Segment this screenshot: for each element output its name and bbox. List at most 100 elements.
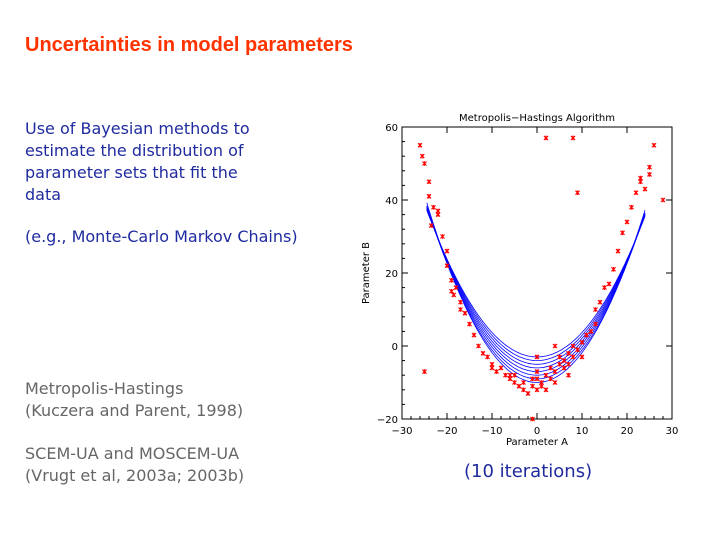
y-tick-label: −20: [377, 415, 398, 426]
sample-point: [570, 343, 576, 349]
sample-points: [417, 135, 666, 422]
sample-point: [629, 204, 634, 210]
x-axis-label: Parameter A: [506, 437, 568, 448]
sample-point: [467, 321, 472, 327]
reference-line: (Vrugt et al, 2003a; 2003b): [25, 466, 245, 485]
sample-point: [440, 234, 445, 239]
sample-point: [431, 204, 436, 210]
x-tick-label: 20: [621, 426, 634, 437]
sample-point: [624, 219, 630, 225]
sample-point: [597, 299, 603, 305]
sample-point: [543, 372, 549, 378]
sample-point: [458, 307, 463, 312]
reference-metropolis: Metropolis-Hastings (Kuczera and Parent,…: [25, 378, 243, 422]
sample-point: [507, 372, 513, 378]
sample-point: [593, 307, 598, 312]
slide-title: Uncertainties in model parameters: [25, 34, 353, 56]
sample-point: [449, 277, 454, 283]
bullet-line: estimate the distribution of: [25, 141, 244, 160]
sample-point: [579, 339, 585, 345]
sample-point: [435, 212, 441, 218]
sample-point: [516, 383, 522, 389]
sample-point: [453, 285, 459, 291]
sample-point: [557, 354, 562, 360]
sample-point: [451, 292, 457, 298]
sample-point: [570, 354, 576, 360]
sample-point: [539, 380, 544, 385]
sample-point: [651, 142, 657, 148]
sample-point: [566, 372, 571, 378]
sample-point: [521, 380, 526, 385]
sample-point: [566, 350, 571, 356]
sample-point: [417, 142, 423, 148]
sample-point: [444, 263, 450, 269]
sample-point: [462, 310, 468, 316]
sample-point: [579, 354, 585, 360]
bullet-line: data: [25, 185, 62, 204]
sample-point: [476, 343, 481, 349]
sample-point: [534, 376, 540, 382]
y-tick-label: 40: [385, 196, 398, 207]
sample-point: [602, 285, 607, 291]
y-tick-label: 20: [385, 269, 398, 280]
sample-point: [633, 190, 639, 196]
sample-point: [647, 172, 652, 177]
model-curve: [426, 207, 646, 369]
reference-scem: SCEM-UA and MOSCEM-UA (Vrugt et al, 2003…: [25, 443, 244, 487]
sample-point: [419, 153, 425, 159]
sample-point: [422, 369, 427, 374]
sample-point: [534, 387, 540, 393]
sample-point: [557, 361, 562, 367]
sample-point: [561, 358, 567, 364]
sample-point: [548, 365, 553, 371]
sample-point: [561, 365, 567, 371]
sample-point: [489, 365, 495, 371]
model-curve: [426, 207, 646, 373]
bullet-line: Use of Bayesian methods to: [25, 119, 250, 138]
x-tick-label: 30: [666, 426, 679, 437]
x-tick-label: 0: [534, 426, 540, 437]
sample-point: [444, 248, 450, 254]
sample-point: [543, 135, 549, 141]
reference-line: SCEM-UA and MOSCEM-UA: [25, 444, 240, 463]
sample-point: [534, 354, 540, 360]
model-curve: [426, 205, 646, 380]
x-tick-label: −20: [436, 426, 457, 437]
sample-point: [575, 347, 580, 353]
sample-point: [449, 288, 454, 294]
model-curve: [426, 210, 646, 358]
sample-point: [534, 369, 540, 374]
sample-point: [485, 354, 490, 360]
sample-point: [426, 193, 432, 199]
sample-point: [570, 135, 576, 141]
sample-point: [480, 350, 486, 356]
model-curve: [426, 206, 646, 376]
x-tick-label: −10: [481, 426, 502, 437]
sample-point: [611, 266, 616, 272]
y-tick-label: 0: [392, 342, 398, 353]
sample-point: [521, 387, 526, 393]
sample-point: [588, 328, 594, 334]
model-curve: [426, 208, 646, 365]
sample-point: [512, 380, 517, 385]
x-tick-label: 10: [576, 426, 589, 437]
sample-point: [525, 391, 531, 396]
sample-point: [593, 321, 598, 327]
sample-point: [543, 387, 549, 393]
iterations-caption: (10 iterations): [464, 461, 593, 482]
x-tick-label: −30: [391, 426, 412, 437]
sample-point: [552, 369, 558, 374]
sample-point: [638, 179, 643, 185]
sample-point: [498, 365, 504, 371]
curve-ensemble: [426, 202, 646, 383]
sample-point: [428, 223, 434, 228]
sample-point: [422, 161, 427, 166]
y-tick-label: 60: [385, 123, 398, 134]
sample-point: [458, 299, 463, 305]
sample-point: [606, 281, 612, 287]
sample-point: [647, 164, 652, 170]
sample-point: [552, 380, 558, 385]
sample-point: [494, 369, 499, 374]
reference-line: Metropolis-Hastings: [25, 379, 184, 398]
